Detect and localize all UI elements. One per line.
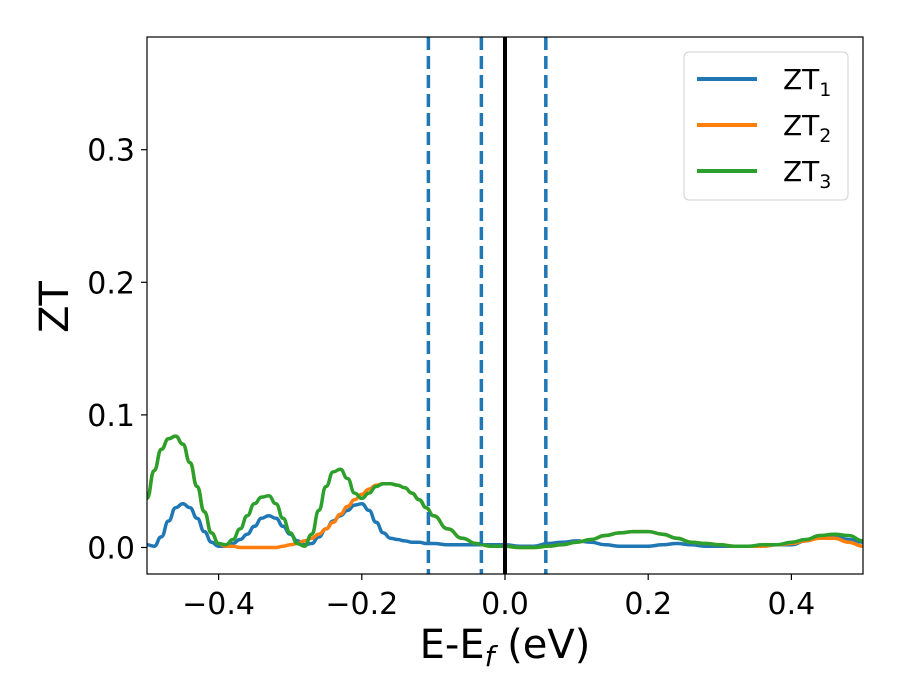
y-tick-label: 0.2 <box>87 266 135 301</box>
x-axis-ticks: −0.4 −0.2 0.0 0.2 0.4 <box>182 574 815 622</box>
series-line-zt3 <box>147 434 863 550</box>
x-tick-label: −0.2 <box>325 587 398 622</box>
y-axis-ticks: 0.0 0.1 0.2 0.3 <box>87 134 147 566</box>
legend-label-zt3: ZT3 <box>783 155 831 193</box>
y-tick-label: 0.0 <box>87 531 135 566</box>
legend-frame <box>683 51 849 201</box>
plot-series <box>147 434 863 550</box>
x-tick-label: 0.4 <box>768 587 816 622</box>
x-tick-label: 0.2 <box>624 587 672 622</box>
y-tick-label: 0.3 <box>87 134 135 169</box>
reference-lines <box>426 37 548 574</box>
legend: ZT1 ZT2 ZT3 <box>683 51 849 201</box>
x-tick-label: 0.0 <box>481 587 529 622</box>
x-tick-label: −0.4 <box>182 587 255 622</box>
x-axis-label: E-Ef (eV) <box>420 622 591 673</box>
legend-label-zt2: ZT2 <box>783 109 831 147</box>
y-tick-label: 0.1 <box>87 399 135 434</box>
y-axis-label: ZT <box>32 281 78 333</box>
series-line-zt1 <box>147 501 863 548</box>
legend-label-zt1: ZT1 <box>783 63 831 101</box>
